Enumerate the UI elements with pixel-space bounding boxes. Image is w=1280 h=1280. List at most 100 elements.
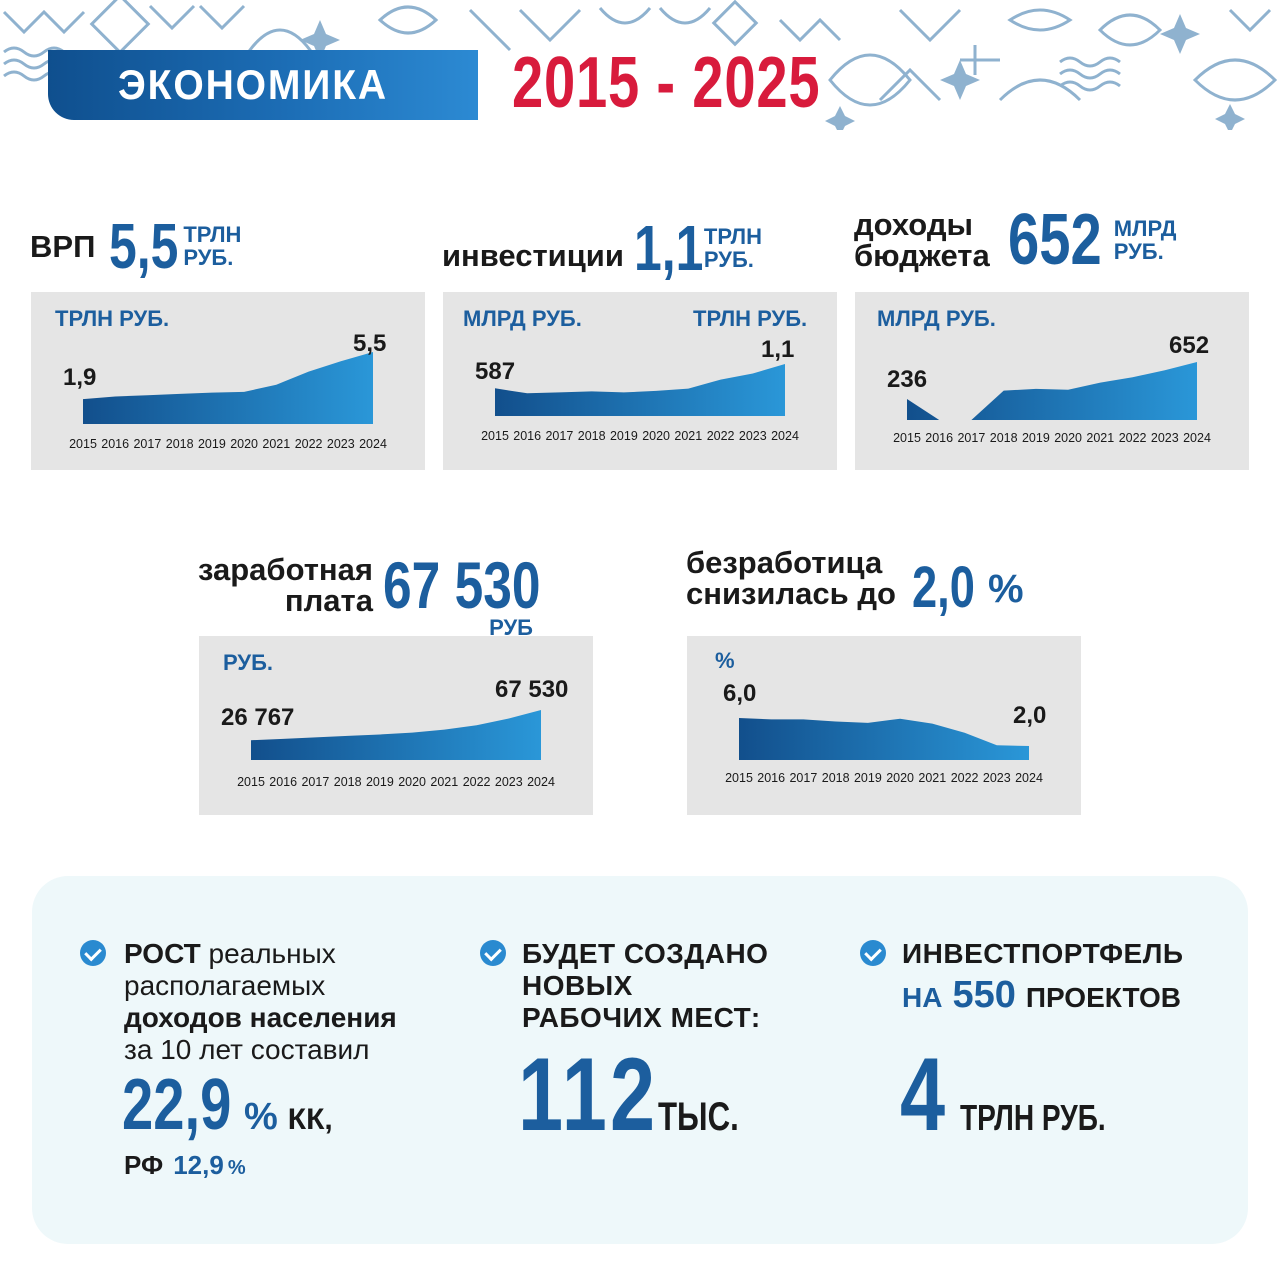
investments-tick-label: 2017 (545, 429, 573, 443)
unemployment-tick-label: 2021 (918, 771, 946, 785)
investments-tick-label: 2018 (578, 429, 606, 443)
portfolio-text: ИНВЕСТПОРТФЕЛЬ (902, 938, 1184, 969)
budget-value: 652 (1007, 200, 1102, 280)
income-growth-unit: % (244, 1096, 278, 1138)
investments-tick-label: 2015 (481, 429, 509, 443)
jobs-value: 112 (518, 1037, 659, 1153)
check-icon (480, 940, 506, 966)
budget-tick-label: 2023 (1151, 431, 1179, 445)
investments-tick-label: 2022 (707, 429, 735, 443)
grp-tick-label: 2018 (166, 437, 194, 451)
budget-area-series (907, 362, 1197, 420)
unemployment-tick-label: 2018 (822, 771, 850, 785)
income-growth-value-row: 22,9 % КК, (122, 1064, 333, 1146)
unemployment-tick-label: 2023 (983, 771, 1011, 785)
portfolio-prefix: НА (902, 982, 943, 1013)
grp-tick-label: 2023 (327, 437, 355, 451)
grp-label: ВРП (30, 228, 96, 264)
jobs-text: БУДЕТ СОЗДАНО НОВЫХ РАБОЧИХ МЕСТ: (522, 938, 769, 1033)
grp-tick-label: 2020 (230, 437, 258, 451)
income-growth-suffix: КК, (287, 1103, 333, 1136)
grp-value-label: 5,5 (353, 330, 387, 357)
budget-label: доходы бюджета (854, 207, 990, 273)
investments-area-series (495, 364, 785, 416)
budget-tick-label: 2015 (893, 431, 921, 445)
salary-chart-unit: РУБ. (223, 650, 273, 675)
budget-chart: 2015 2016 2017 2018 2019 2020 2021 2022 2023 2024 (893, 362, 1211, 445)
budget-headline: доходы бюджета 652 МЛРД РУБ. (854, 204, 1176, 276)
budget-chart-unit: МЛРД РУБ. (877, 306, 996, 331)
portfolio-projects-row: НА 550 ПРОЕКТОВ (902, 974, 1181, 1017)
unemployment-tick-label: 2019 (854, 771, 882, 785)
portfolio-value: 4 (900, 1037, 946, 1153)
budget-tick-label: 2021 (1086, 431, 1114, 445)
grp-value: 5,5 (109, 210, 179, 282)
investments-tick-label: 2023 (739, 429, 767, 443)
investments-tick-label: 2020 (642, 429, 670, 443)
grp-area-series (83, 352, 373, 424)
investments-chart: 2015 2016 2017 2018 2019 2020 2021 2022 2023 2024 (481, 364, 799, 443)
salary-chart: 2015 2016 2017 2018 2019 2020 2021 2022 2023 2024 (237, 710, 555, 789)
grp-tick-label: 2015 (69, 437, 97, 451)
grp-tick-label: 2024 (359, 437, 387, 451)
grp-chart: 2015 2016 2017 2018 2019 2020 2021 2022 2023 2024 (69, 352, 387, 451)
investments-tick-label: 2019 (610, 429, 638, 443)
unemployment-value-label: 6,0 (723, 680, 757, 707)
grp-headline: ВРП 5,5 ТРЛН РУБ. (30, 214, 241, 278)
grp-chart-panel: 2015 2016 2017 2018 2019 2020 2021 2022 2023 2024… (31, 292, 425, 470)
investments-tick-label: 2021 (674, 429, 702, 443)
portfolio-value-row: 4 ТРЛН РУБ. (900, 1036, 1110, 1155)
unemployment-value: 2,0 (911, 555, 975, 620)
budget-chart-panel: 2015 2016 2017 2018 2019 2020 2021 2022 2023 2024… (855, 292, 1249, 470)
unemployment-tick-label: 2016 (757, 771, 785, 785)
salary-chart-panel: 2015 2016 2017 2018 2019 2020 2021 2022 2023 2024… (199, 636, 593, 815)
grp-tick-label: 2022 (295, 437, 323, 451)
summary-block: РОСТ реальных располагаемых доходов насе… (32, 876, 1248, 1244)
grp-tick-label: 2021 (262, 437, 290, 451)
salary-headline: заработная плата 67 530 РУБ (198, 552, 540, 642)
budget-value-label: 236 (887, 366, 928, 393)
check-icon (860, 940, 886, 966)
check-icon (80, 940, 106, 966)
unemployment-area-series (739, 718, 1029, 760)
budget-tick-label: 2022 (1119, 431, 1147, 445)
salary-tick-label: 2018 (334, 775, 362, 789)
section-title: ЭКОНОМИКА (118, 61, 389, 108)
grp-tick-label: 2016 (101, 437, 129, 451)
income-rf-value: 12,9 (173, 1150, 224, 1180)
salary-tick-label: 2019 (366, 775, 394, 789)
unemployment-tick-label: 2020 (886, 771, 914, 785)
investments-tick-label: 2024 (771, 429, 799, 443)
income-rf-unit: % (227, 1157, 246, 1179)
unemployment-chart-panel: 2015 2016 2017 2018 2019 2020 2021 2022 2023 2024… (687, 636, 1081, 815)
income-rf-label: РФ (124, 1150, 164, 1180)
salary-tick-label: 2016 (269, 775, 297, 789)
unemployment-tick-label: 2022 (951, 771, 979, 785)
unemployment-tick-label: 2024 (1015, 771, 1043, 785)
salary-tick-label: 2015 (237, 775, 265, 789)
budget-tick-label: 2016 (925, 431, 953, 445)
unemployment-tick-label: 2015 (725, 771, 753, 785)
unemployment-label: безработица снизилась до (686, 545, 896, 611)
salary-tick-label: 2024 (527, 775, 555, 789)
unemployment-headline: безработица снизилась до 2,0 % (686, 545, 1024, 617)
salary-tick-label: 2023 (495, 775, 523, 789)
grp-unit: ТРЛН РУБ. (183, 221, 242, 270)
unemployment-chart-unit: % (715, 648, 735, 673)
grp-value-label: 1,9 (63, 364, 97, 391)
investments-headline: инвестиции 1,1 ТРЛН РУБ. (442, 216, 762, 280)
portfolio-count: 550 (952, 974, 1016, 1016)
salary-tick-label: 2020 (398, 775, 426, 789)
salary-unit: РУБ (489, 615, 533, 640)
investments-tick-label: 2016 (513, 429, 541, 443)
ornament-pattern (2, 0, 1278, 130)
budget-tick-label: 2020 (1054, 431, 1082, 445)
budget-tick-label: 2024 (1183, 431, 1211, 445)
salary-label: заработная плата (198, 552, 373, 618)
salary-tick-label: 2021 (430, 775, 458, 789)
section-title-banner: ЭКОНОМИКА (48, 50, 478, 120)
investments-chart-unit-left: МЛРД РУБ. (463, 306, 582, 331)
grp-tick-label: 2019 (198, 437, 226, 451)
salary-area-series (251, 710, 541, 760)
investments-chart-panel: 2015 2016 2017 2018 2019 2020 2021 2022 2023 2024… (443, 292, 837, 470)
